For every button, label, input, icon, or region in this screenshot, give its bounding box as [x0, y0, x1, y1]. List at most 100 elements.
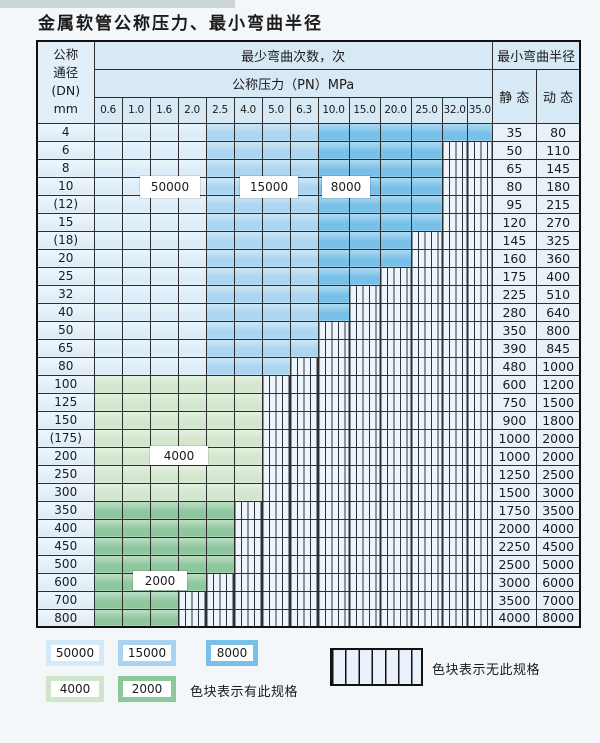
- table-row: 20 160 360: [36, 248, 581, 268]
- spec-cell: [177, 374, 207, 394]
- no-spec-cell: [261, 482, 291, 502]
- spec-cell: [289, 284, 319, 304]
- no-spec-cell: [348, 446, 381, 466]
- no-spec-cell: [233, 518, 263, 538]
- no-spec-cell: [348, 302, 381, 322]
- no-spec-cell: [348, 410, 381, 430]
- spec-cell: [261, 320, 291, 340]
- dn-label-cell: 800: [36, 608, 95, 628]
- pressure-tick: 35.0: [466, 96, 493, 124]
- spec-cell: [233, 428, 263, 448]
- spec-cell: [410, 212, 443, 232]
- spec-cell: [93, 194, 123, 214]
- dn-label-cell: 150: [36, 410, 95, 430]
- spec-cell: [149, 302, 179, 322]
- no-spec-cell: [348, 392, 381, 412]
- spec-cell: [289, 230, 319, 250]
- spec-cell: [177, 410, 207, 430]
- no-spec-cell: [261, 500, 291, 520]
- spec-cell: [233, 122, 263, 142]
- no-spec-cell: [379, 374, 412, 394]
- dn-header-line: 通径: [53, 65, 79, 81]
- spec-cell: [121, 500, 151, 520]
- static-radius-cell: 3500: [491, 590, 537, 610]
- no-spec-cell: [410, 248, 443, 268]
- no-spec-cell: [441, 446, 468, 466]
- spec-cell: [149, 320, 179, 340]
- dn-label-cell: (18): [36, 230, 95, 250]
- spec-cell: [289, 248, 319, 268]
- no-spec-cell: [348, 590, 381, 610]
- spec-cell: [177, 338, 207, 358]
- no-spec-cell: [410, 410, 443, 430]
- no-spec-cell: [379, 320, 412, 340]
- dynamic-radius-cell: 270: [535, 212, 581, 232]
- spec-cell: [233, 410, 263, 430]
- spec-cell: [317, 158, 350, 178]
- spec-cell: [233, 374, 263, 394]
- spec-cell: [121, 140, 151, 160]
- dn-label-cell: 6: [36, 140, 95, 160]
- no-spec-cell: [441, 320, 468, 340]
- no-spec-cell: [441, 302, 468, 322]
- table-row: 600 3000 6000: [36, 572, 581, 592]
- pressure-tick: 25.0: [410, 96, 443, 124]
- no-spec-cell: [317, 608, 350, 628]
- no-spec-cell: [317, 374, 350, 394]
- dn-label-cell: 350: [36, 500, 95, 520]
- no-spec-cell: [441, 554, 468, 574]
- no-spec-cell: [348, 572, 381, 592]
- spec-cell: [149, 608, 179, 628]
- no-spec-cell: [379, 266, 412, 286]
- no-spec-cell: [441, 248, 468, 268]
- spec-cell: [93, 536, 123, 556]
- static-radius-cell: 145: [491, 230, 537, 250]
- no-spec-cell: [233, 590, 263, 610]
- no-spec-cell: [466, 608, 493, 628]
- spec-cell: [93, 176, 123, 196]
- no-spec-cell: [466, 572, 493, 592]
- dynamic-radius-cell: 325: [535, 230, 581, 250]
- no-spec-cell: [379, 392, 412, 412]
- spec-cell: [410, 140, 443, 160]
- spec-cell: [121, 122, 151, 142]
- no-spec-cell: [379, 428, 412, 448]
- spec-cell: [121, 212, 151, 232]
- table-row: 300 1500 3000: [36, 482, 581, 502]
- spec-cell: [121, 248, 151, 268]
- static-header: 静 态: [491, 68, 537, 124]
- no-spec-cell: [410, 320, 443, 340]
- dn-label-cell: 100: [36, 374, 95, 394]
- table-row: 32 225 510: [36, 284, 581, 304]
- no-spec-cell: [410, 500, 443, 520]
- no-spec-cell: [441, 338, 468, 358]
- spec-cell: [149, 122, 179, 142]
- table-row: 6 50 110: [36, 140, 581, 160]
- spec-cell: [121, 590, 151, 610]
- no-spec-cell: [233, 608, 263, 628]
- no-spec-cell: [441, 608, 468, 628]
- no-spec-cell: [441, 392, 468, 412]
- no-spec-cell: [348, 464, 381, 484]
- table-row: 4 35 80: [36, 122, 581, 142]
- legend-swatch-8000: 8000: [206, 640, 258, 666]
- legend-swatch-15000: 15000: [118, 640, 176, 666]
- no-spec-cell: [348, 356, 381, 376]
- spec-cell: [177, 248, 207, 268]
- spec-cell: [121, 554, 151, 574]
- spec-cell: [233, 248, 263, 268]
- table-row: (18) 145 325: [36, 230, 581, 250]
- no-spec-cell: [379, 356, 412, 376]
- spec-cell: [121, 320, 151, 340]
- no-spec-cell: [348, 482, 381, 502]
- static-radius-cell: 225: [491, 284, 537, 304]
- spec-cell: [121, 482, 151, 502]
- no-spec-cell: [261, 446, 291, 466]
- no-spec-cell: [410, 464, 443, 484]
- no-spec-cell: [379, 536, 412, 556]
- spec-cell: [441, 122, 468, 142]
- spec-cell: [205, 518, 235, 538]
- no-spec-cell: [317, 338, 350, 358]
- spec-cell: [93, 302, 123, 322]
- legend-swatch-2000: 2000: [118, 676, 176, 702]
